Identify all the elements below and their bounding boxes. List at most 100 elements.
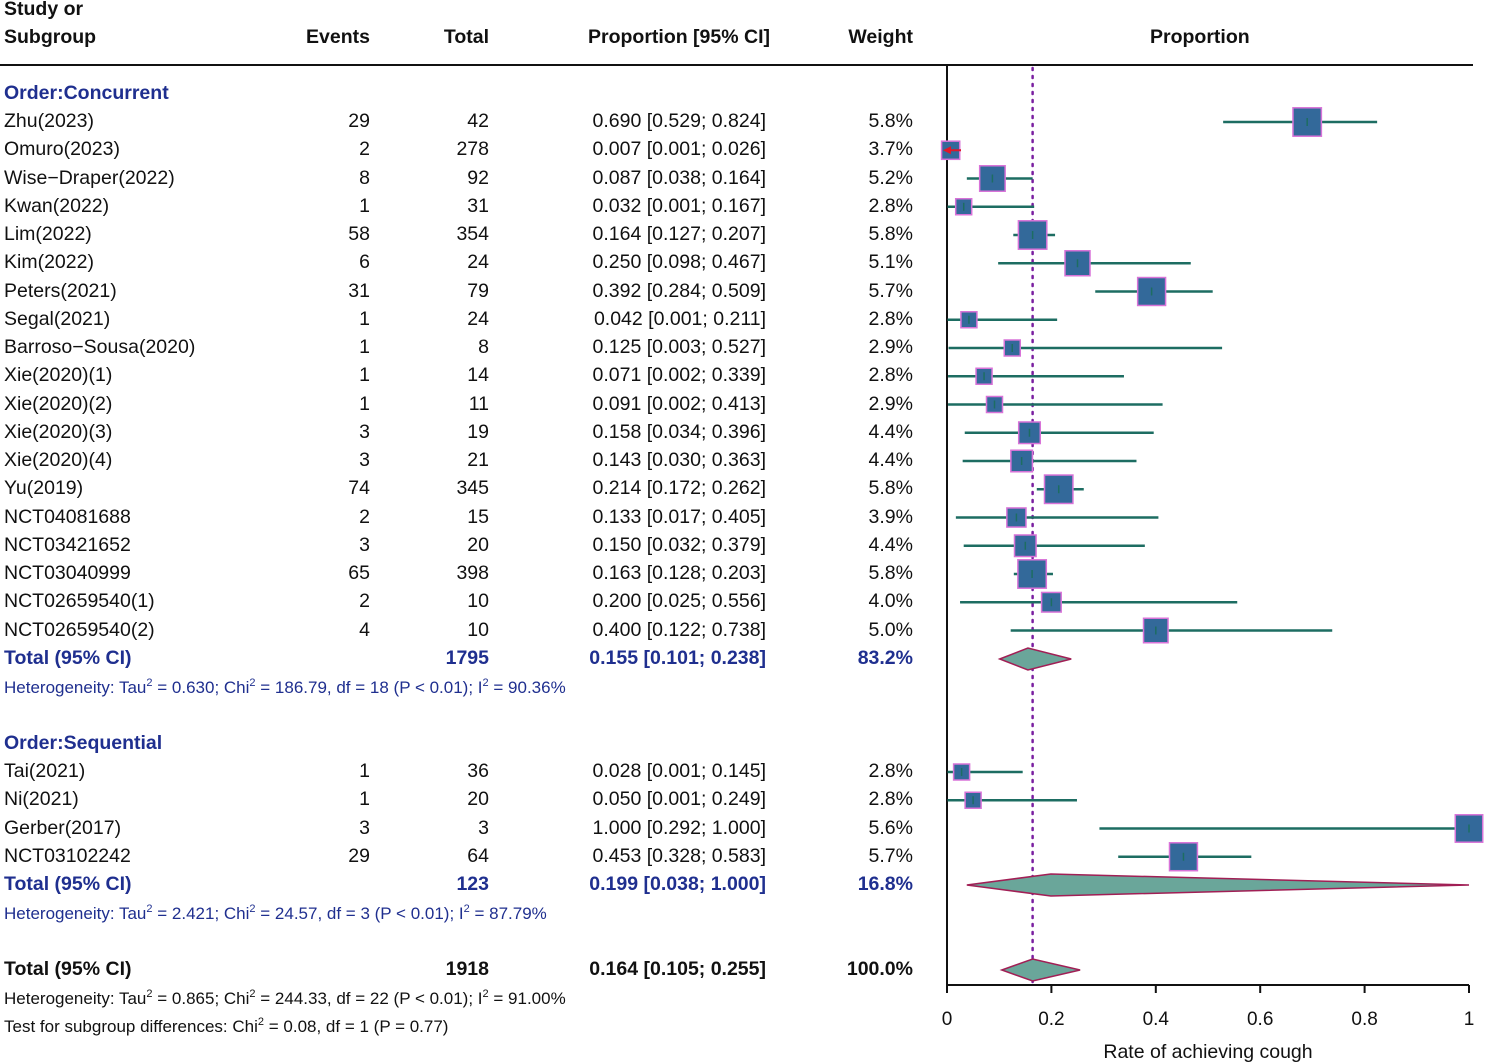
study-name: NCT02659540(2) — [4, 618, 155, 641]
study-name: Gerber(2017) — [4, 816, 122, 839]
study-name: Xie(2020)(4) — [4, 449, 113, 471]
study-events: 29 — [348, 844, 370, 867]
study-name: Tai(2021) — [4, 760, 86, 782]
study-weight: 5.7% — [868, 844, 913, 867]
header-weight: Weight — [848, 26, 913, 48]
header-study-line1: Study or — [4, 0, 84, 20]
study-weight: 2.8% — [868, 364, 913, 387]
study-total: 8 — [478, 336, 489, 358]
study-events: 2 — [359, 505, 370, 528]
study-name: NCT02659540(1) — [4, 590, 155, 613]
subgroup-total-concurrent-label: Total (95% CI) — [4, 647, 132, 669]
heterogeneity-concurrent: Heterogeneity: Tau2 = 0.630; Chi2 = 186.… — [4, 677, 566, 697]
study-total: 14 — [467, 364, 489, 387]
study-name: NCT03421652 — [4, 533, 131, 556]
study-total: 20 — [467, 788, 489, 811]
study-ci: 0.453 [0.328; 0.583] — [592, 844, 766, 867]
study-weight: 4.4% — [868, 420, 913, 443]
study-total: 354 — [456, 223, 489, 245]
study-name: Yu(2019) — [4, 477, 84, 500]
study-total: 278 — [456, 138, 489, 161]
study-ci: 0.150 [0.032; 0.379] — [592, 533, 766, 556]
overall-ci: 0.164 [0.105; 0.255] — [589, 958, 766, 980]
study-weight: 5.2% — [868, 166, 913, 189]
x-tick-label: 0.8 — [1351, 1009, 1377, 1030]
diamond-overall — [999, 958, 1081, 982]
study-ci: 0.164 [0.127; 0.207] — [592, 223, 766, 245]
subgroup-total-concurrent-total: 1795 — [445, 647, 489, 669]
study-total: 79 — [467, 279, 489, 302]
subgroup-total-sequential-label: Total (95% CI) — [4, 873, 132, 895]
heterogeneity-overall: Heterogeneity: Tau2 = 0.865; Chi2 = 244.… — [4, 988, 566, 1008]
study-total: 42 — [467, 110, 489, 132]
study-name: Segal(2021) — [4, 307, 111, 330]
study-weight: 2.9% — [868, 336, 913, 358]
study-ci: 0.400 [0.122; 0.738] — [592, 618, 766, 641]
study-weight: 4.4% — [868, 533, 913, 556]
study-events: 6 — [359, 251, 370, 274]
study-weight: 3.9% — [868, 505, 913, 528]
study-weight: 5.6% — [868, 816, 913, 839]
subgroup-difference-test: Test for subgroup differences: Chi2 = 0.… — [4, 1016, 449, 1036]
subgroup-total-sequential-ci: 0.199 [0.038; 1.000] — [589, 873, 766, 895]
study-weight: 4.4% — [868, 449, 913, 471]
study-events: 3 — [359, 449, 370, 471]
subgroup-total-concurrent-ci: 0.155 [0.101; 0.238] — [589, 647, 766, 669]
x-axis-label: Rate of achieving cough — [1103, 1041, 1312, 1063]
study-ci: 0.250 [0.098; 0.467] — [592, 251, 766, 274]
study-box — [1136, 276, 1167, 307]
diamond-concurrent — [997, 647, 1072, 671]
study-weight: 2.9% — [868, 392, 913, 415]
study-events: 3 — [359, 420, 370, 443]
study-weight: 5.8% — [868, 223, 913, 245]
study-events: 1 — [359, 307, 370, 330]
study-ci: 0.690 [0.529; 0.824] — [592, 110, 766, 132]
study-name: Ni(2021) — [4, 788, 79, 811]
study-weight: 5.7% — [868, 279, 913, 302]
header-events: Events — [306, 26, 370, 48]
study-total: 345 — [456, 477, 489, 500]
study-events: 1 — [359, 788, 370, 811]
study-ci: 0.143 [0.030; 0.363] — [592, 449, 766, 471]
study-ci: 0.125 [0.003; 0.527] — [592, 336, 766, 358]
overall-weight: 100.0% — [846, 958, 913, 980]
study-arrow — [943, 146, 951, 155]
study-events: 3 — [359, 816, 370, 839]
study-total: 19 — [467, 420, 489, 443]
study-events: 65 — [348, 562, 370, 584]
study-total: 36 — [467, 760, 489, 782]
study-events: 1 — [359, 336, 370, 358]
study-name: NCT04081688 — [4, 505, 131, 528]
overall-total-label: Total (95% CI) — [4, 958, 132, 980]
study-events: 2 — [359, 138, 370, 161]
study-total: 24 — [467, 307, 489, 330]
study-weight: 5.8% — [868, 477, 913, 500]
study-name: Xie(2020)(2) — [4, 392, 113, 415]
study-ci: 0.200 [0.025; 0.556] — [592, 590, 766, 613]
study-weight: 4.0% — [868, 590, 913, 613]
study-weight: 5.8% — [868, 110, 913, 132]
study-total: 11 — [468, 392, 489, 415]
study-name: Zhu(2023) — [4, 110, 94, 132]
study-weight: 5.0% — [868, 618, 913, 641]
study-ci: 1.000 [0.292; 1.000] — [592, 816, 766, 839]
study-ci: 0.050 [0.001; 0.249] — [592, 788, 766, 811]
subgroup-label-concurrent: Order:Concurrent — [4, 82, 169, 104]
study-events: 74 — [348, 477, 370, 500]
header-study-line2: Subgroup — [4, 26, 97, 48]
x-tick-label: 0.4 — [1143, 1009, 1170, 1030]
study-ci: 0.158 [0.034; 0.396] — [592, 420, 766, 443]
study-ci: 0.007 [0.001; 0.026] — [592, 138, 766, 161]
study-events: 58 — [348, 223, 370, 245]
study-box — [1142, 617, 1169, 644]
study-events: 3 — [359, 533, 370, 556]
study-total: 31 — [467, 194, 489, 217]
study-events: 4 — [359, 618, 370, 641]
study-ci: 0.392 [0.284; 0.509] — [592, 279, 766, 302]
study-weight: 2.8% — [868, 307, 913, 330]
heterogeneity-sequential: Heterogeneity: Tau2 = 2.421; Chi2 = 24.5… — [4, 903, 547, 923]
study-name: Omuro(2023) — [4, 138, 120, 161]
study-name: Xie(2020)(1) — [4, 364, 113, 387]
study-name: NCT03040999 — [4, 562, 131, 584]
study-total: 10 — [467, 618, 489, 641]
